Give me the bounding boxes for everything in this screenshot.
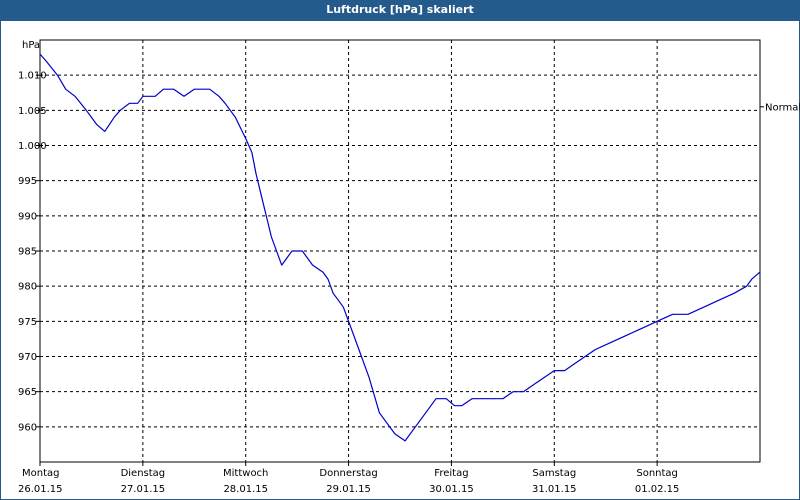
- x-tick-day: Dienstag: [121, 468, 166, 479]
- x-tick-day: Samstag: [532, 468, 576, 479]
- x-tick-day: Mittwoch: [223, 468, 268, 479]
- y-tick-label: 965: [18, 387, 37, 398]
- y-axis-labels: hPa 1.010 1.005 1.000 995 990 985 980 975 970 965 9…: [18, 40, 800, 433]
- x-tick-day: Sonntag: [636, 468, 678, 479]
- x-tick-day: Freitag: [434, 468, 468, 479]
- y-tick-label: 975: [18, 317, 37, 328]
- y-tick-label: 970: [18, 352, 37, 363]
- x-tick-date: 30.01.15: [429, 484, 474, 495]
- x-tick-date: 29.01.15: [326, 484, 371, 495]
- reference-label: Normal: [765, 102, 800, 113]
- x-tick-date: 01.02.15: [635, 484, 680, 495]
- y-tick-label: 1.000: [18, 141, 47, 152]
- chart-title: Luftdruck [hPa] skaliert: [0, 0, 800, 20]
- x-tick-date: 31.01.15: [532, 484, 577, 495]
- x-tick-date: 28.01.15: [223, 484, 268, 495]
- plot-border: [39, 39, 761, 463]
- series-group: [39, 53, 761, 442]
- grid: [36, 40, 764, 466]
- y-tick-label: 995: [18, 176, 37, 187]
- y-unit-label: hPa: [22, 40, 40, 51]
- y-tick-label: 990: [18, 211, 37, 222]
- x-tick-day: Donnerstag: [319, 468, 377, 479]
- y-tick-label: 980: [18, 282, 37, 293]
- y-tick-label: 1.010: [18, 71, 47, 82]
- x-tick-date: 26.01.15: [18, 484, 63, 495]
- x-tick-date: 27.01.15: [121, 484, 166, 495]
- x-tick-day: Montag: [22, 468, 59, 479]
- y-tick-label: 985: [18, 247, 37, 258]
- series-line: [39, 53, 761, 442]
- x-axis-labels: Montag 26.01.15 Dienstag 27.01.15 Mittwoch 28…: [18, 468, 679, 495]
- axes: [39, 39, 761, 463]
- y-tick-label: 960: [18, 422, 37, 433]
- y-tick-label: 1.005: [18, 106, 47, 117]
